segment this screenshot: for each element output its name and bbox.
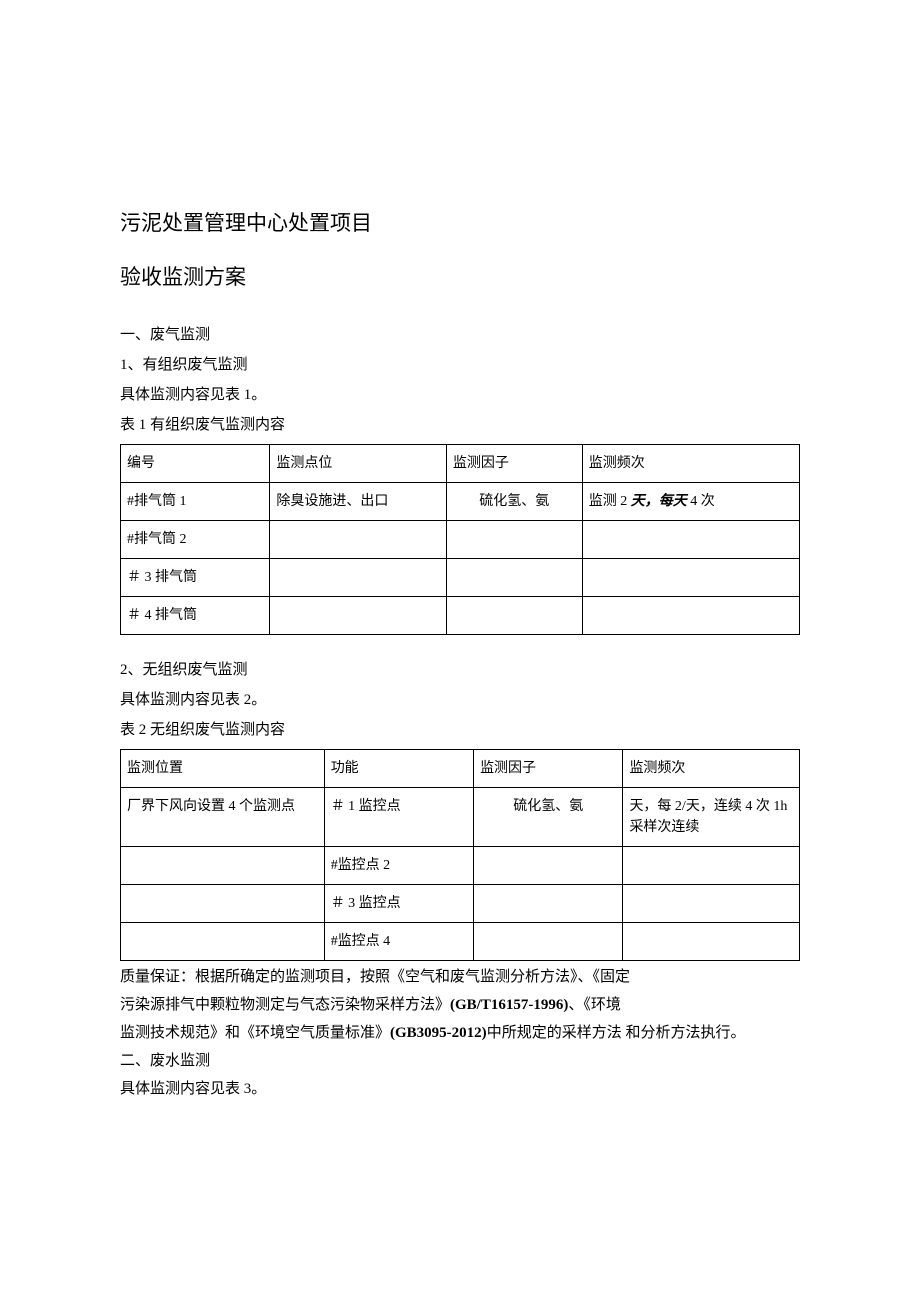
cell-text: 除臭设施进、出口: [270, 483, 447, 521]
text-span: (GB/T16157-1996): [450, 997, 568, 1013]
para-3-1: 具体监测内容见表 3。: [120, 1077, 800, 1101]
cell-text: ＃ 3 排气筒: [121, 559, 270, 597]
cell-text: #排气筒 1: [121, 483, 270, 521]
text-span: 监测 2: [589, 494, 631, 509]
cell-text: 监测因子: [446, 445, 582, 483]
cell-text: [121, 885, 325, 923]
cell-text: [474, 885, 623, 923]
para-2-1: 2、无组织废气监测: [120, 655, 800, 685]
table-1-caption: 表 1 有组织废气监测内容: [120, 410, 800, 440]
cell-text: #监控点 4: [324, 923, 473, 961]
text-span: 天，每天: [631, 494, 687, 509]
text-span: 4 次: [687, 494, 715, 509]
cell-text: [121, 847, 325, 885]
cell-text: [474, 847, 623, 885]
cell-text: [582, 521, 799, 559]
table-row: 厂界下风向设置 4 个监测点 ＃ 1 监控点 硫化氢、氨 天，每 2/天，连续 …: [121, 788, 800, 847]
quality-assurance-line-1: 质量保证：根据所确定的监测项目，按照《空气和废气监测分析方法》、《固定: [120, 965, 800, 989]
cell-text: [474, 923, 623, 961]
cell-text: ＃ 3 监控点: [324, 885, 473, 923]
cell-text: 编号: [127, 453, 263, 474]
cell-text: 监测位置: [121, 750, 325, 788]
cell-text: [623, 923, 800, 961]
cell-text: 监测 2 天，每天 4 次: [582, 483, 799, 521]
table-row: #排气筒 2: [121, 521, 800, 559]
table-row: #监控点 4: [121, 923, 800, 961]
cell-text: ＃ 1 监控点: [324, 788, 473, 847]
section-1-heading: 一、废气监测: [120, 320, 800, 350]
cell-text: [582, 597, 799, 635]
document-page: 污泥处置管理中心处置项目 验收监测方案 一、废气监测 1、有组织废气监测 具体监…: [0, 0, 920, 1303]
cell-text: #监控点 2: [324, 847, 473, 885]
cell-text: [446, 559, 582, 597]
table-row: 监测位置 功能 监测因子 监测频次: [121, 750, 800, 788]
cell-text: [270, 559, 447, 597]
text-span: 、《环境: [568, 997, 621, 1013]
cell-text: [270, 597, 447, 635]
section-2-heading: 二、废水监测: [120, 1049, 800, 1073]
cell-text: ＃ 4 排气筒: [121, 597, 270, 635]
cell-text: [121, 923, 325, 961]
table-2-caption: 表 2 无组织废气监测内容: [120, 715, 800, 745]
table-2: 监测位置 功能 监测因子 监测频次 厂界下风向设置 4 个监测点 ＃ 1 监控点…: [120, 749, 800, 961]
text-span: 中所规定的采样方法 和分析方法执行。: [487, 1025, 746, 1041]
text-span: 监测技术规范》和《环境空气质量标准》: [120, 1025, 390, 1041]
table-row: 编号 监测点位 监测因子 监测频次: [121, 445, 800, 483]
cell-text: [446, 521, 582, 559]
cell-text: [582, 559, 799, 597]
cell-text: 天，每 2/天，连续 4 次 1h 采样次连续: [623, 788, 800, 847]
cell-text: [623, 885, 800, 923]
cell-text: [446, 597, 582, 635]
table-row: #监控点 2: [121, 847, 800, 885]
para-2-2: 具体监测内容见表 2。: [120, 685, 800, 715]
cell-text: 监测点位: [270, 445, 447, 483]
cell-text: #排气筒 2: [121, 521, 270, 559]
cell-text: 功能: [324, 750, 473, 788]
cell-text: 监测因子: [474, 750, 623, 788]
para-1-2: 具体监测内容见表 1。: [120, 380, 800, 410]
cell-text: 硫化氢、氨: [446, 483, 582, 521]
cell-text: [270, 521, 447, 559]
table-row: #排气筒 1 除臭设施进、出口 硫化氢、氨 监测 2 天，每天 4 次: [121, 483, 800, 521]
text-span: 污染源排气中颗粒物测定与气态污染物采样方法》: [120, 997, 450, 1013]
doc-title-1: 污泥处置管理中心处置项目: [120, 200, 800, 246]
table-1: 编号 监测点位 监测因子 监测频次 #排气筒 1 除臭设施进、出口 硫化氢、氨 …: [120, 444, 800, 635]
text-span: (GB3095-2012): [390, 1025, 487, 1041]
cell-text: [623, 847, 800, 885]
table-row: ＃ 4 排气筒: [121, 597, 800, 635]
table-row: ＃ 3 监控点: [121, 885, 800, 923]
cell-text: 厂界下风向设置 4 个监测点: [121, 788, 325, 847]
para-1-1: 1、有组织废气监测: [120, 350, 800, 380]
table-row: ＃ 3 排气筒: [121, 559, 800, 597]
doc-title-2: 验收监测方案: [120, 254, 800, 300]
quality-assurance-line-3: 监测技术规范》和《环境空气质量标准》(GB3095-2012)中所规定的采样方法…: [120, 1021, 800, 1045]
cell-text: 监测频次: [623, 750, 800, 788]
cell-text: 硫化氢、氨: [474, 788, 623, 847]
quality-assurance-line-2: 污染源排气中颗粒物测定与气态污染物采样方法》(GB/T16157-1996)、《…: [120, 993, 800, 1017]
cell-text: 监测频次: [582, 445, 799, 483]
